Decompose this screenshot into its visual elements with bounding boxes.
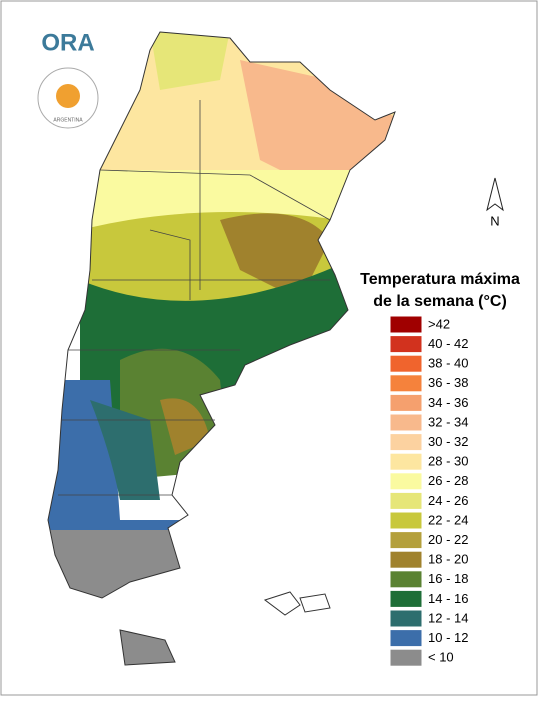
legend-swatch <box>389 452 423 471</box>
legend-swatch <box>389 335 423 354</box>
legend-label: 18 - 20 <box>428 552 468 567</box>
legend-swatch <box>389 315 423 334</box>
legend-label: 22 - 24 <box>428 512 468 527</box>
logo-text: ORA <box>41 29 94 56</box>
legend-label: 30 - 32 <box>428 434 468 449</box>
legend-label: 16 - 18 <box>428 571 468 586</box>
legend-swatch <box>389 393 423 412</box>
legend-swatch <box>389 648 423 667</box>
legend-label: 34 - 36 <box>428 395 468 410</box>
legend-label: 20 - 22 <box>428 532 468 547</box>
legend-label: 26 - 28 <box>428 473 468 488</box>
legend-swatch <box>389 609 423 628</box>
legend-label: 28 - 30 <box>428 454 468 469</box>
legend-swatch <box>389 531 423 550</box>
legend-swatch <box>389 472 423 491</box>
legend-title: Temperatura máxima <box>360 271 520 288</box>
legend-label: 32 - 34 <box>428 414 468 429</box>
legend: >42 40 - 42 38 - 40 36 - 38 34 - 36 32 - 34 30… <box>389 315 468 667</box>
legend-swatch <box>389 629 423 648</box>
legend-label: 36 - 38 <box>428 375 468 390</box>
logo-subtext: ARGENTINA <box>53 117 83 123</box>
legend-label: >42 <box>428 316 450 331</box>
legend-swatch <box>389 354 423 373</box>
province-borders <box>58 100 331 496</box>
legend-label: 24 - 26 <box>428 493 468 508</box>
legend-swatch <box>389 589 423 608</box>
logo-sun <box>56 84 80 108</box>
legend-swatch <box>389 413 423 432</box>
legend-label: 14 - 16 <box>428 591 468 606</box>
country-outline <box>47 31 396 599</box>
legend-label: 38 - 40 <box>428 356 468 371</box>
legend-label: 10 - 12 <box>428 630 468 645</box>
compass-label: N <box>490 213 499 228</box>
legend-label: < 10 <box>428 650 454 665</box>
tierra-del-fuego <box>119 629 176 666</box>
legend-label: 40 - 42 <box>428 336 468 351</box>
legend-swatch <box>389 570 423 589</box>
legend-swatch <box>389 550 423 569</box>
north-arrow <box>486 177 504 212</box>
legend-title: de la semana (°C) <box>373 293 507 310</box>
legend-swatch <box>389 433 423 452</box>
legend-swatch <box>389 374 423 393</box>
legend-swatch <box>389 491 423 510</box>
legend-label: 12 - 14 <box>428 610 468 625</box>
islands <box>263 591 331 616</box>
legend-swatch <box>389 511 423 530</box>
